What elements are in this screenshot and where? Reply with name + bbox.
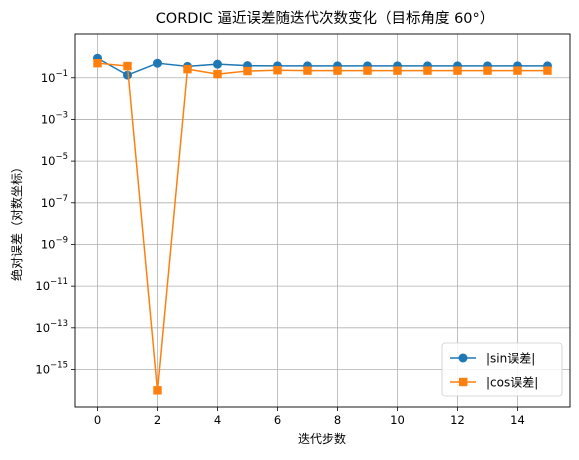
legend-label: |sin误差| — [486, 352, 535, 366]
y-tick-label: 10−13 — [35, 319, 68, 335]
legend-marker — [458, 353, 468, 363]
legend-item-2: |cos误差| — [450, 376, 538, 390]
data-point — [273, 66, 282, 75]
data-point — [363, 66, 372, 75]
x-tick-label: 12 — [450, 413, 465, 427]
data-point — [513, 66, 522, 75]
series-2 — [93, 58, 552, 395]
y-tick-label: 10−9 — [41, 235, 68, 251]
data-point — [333, 66, 342, 75]
legend-item-1: |sin误差| — [450, 352, 535, 366]
y-tick-label: 10−5 — [41, 152, 68, 168]
y-tick-label: 10−1 — [41, 69, 68, 85]
x-tick-label: 6 — [274, 413, 281, 427]
y-tick-label: 10−11 — [35, 277, 68, 293]
data-point — [543, 66, 552, 75]
data-point — [303, 66, 312, 75]
x-tick-label: 10 — [390, 413, 405, 427]
x-tick-label: 8 — [334, 413, 341, 427]
x-tick-label: 2 — [154, 413, 161, 427]
data-point — [213, 59, 222, 69]
data-point — [393, 66, 402, 75]
legend: |sin误差| |cos误差| — [441, 342, 563, 397]
series-layer — [93, 53, 552, 395]
chart-title: CORDIC 逼近误差随迭代次数变化（目标角度 60°） — [156, 10, 495, 27]
axes: 0 2 4 6 8 10 12 14 10−15 10−13 10−11 10−9 10−7 10−5 10… — [35, 69, 524, 427]
data-point — [453, 66, 462, 75]
series-line — [97, 62, 548, 392]
data-point — [93, 58, 102, 68]
data-point — [153, 386, 162, 395]
y-tick-label: 10−7 — [41, 194, 68, 210]
data-point — [123, 61, 132, 71]
data-point — [153, 58, 162, 68]
x-axis-label: 迭代步数 — [298, 431, 346, 446]
x-tick-label: 4 — [214, 413, 221, 427]
data-point — [243, 66, 252, 76]
data-point — [213, 69, 222, 79]
y-tick-label: 10−3 — [41, 110, 68, 126]
x-tick-label: 14 — [510, 413, 525, 427]
series-line — [97, 57, 548, 76]
legend-marker — [459, 377, 468, 387]
y-axis-label: 绝对误差（对数坐标） — [9, 161, 24, 281]
y-tick-label: 10−15 — [35, 360, 68, 376]
plot-area — [74, 33, 571, 408]
data-point — [423, 66, 432, 75]
x-tick-label: 0 — [94, 413, 101, 427]
legend-label: |cos误差| — [486, 376, 538, 390]
data-point — [183, 64, 192, 74]
data-point — [123, 70, 132, 80]
grid — [75, 34, 570, 407]
data-point — [483, 66, 492, 75]
series-1 — [93, 53, 552, 80]
